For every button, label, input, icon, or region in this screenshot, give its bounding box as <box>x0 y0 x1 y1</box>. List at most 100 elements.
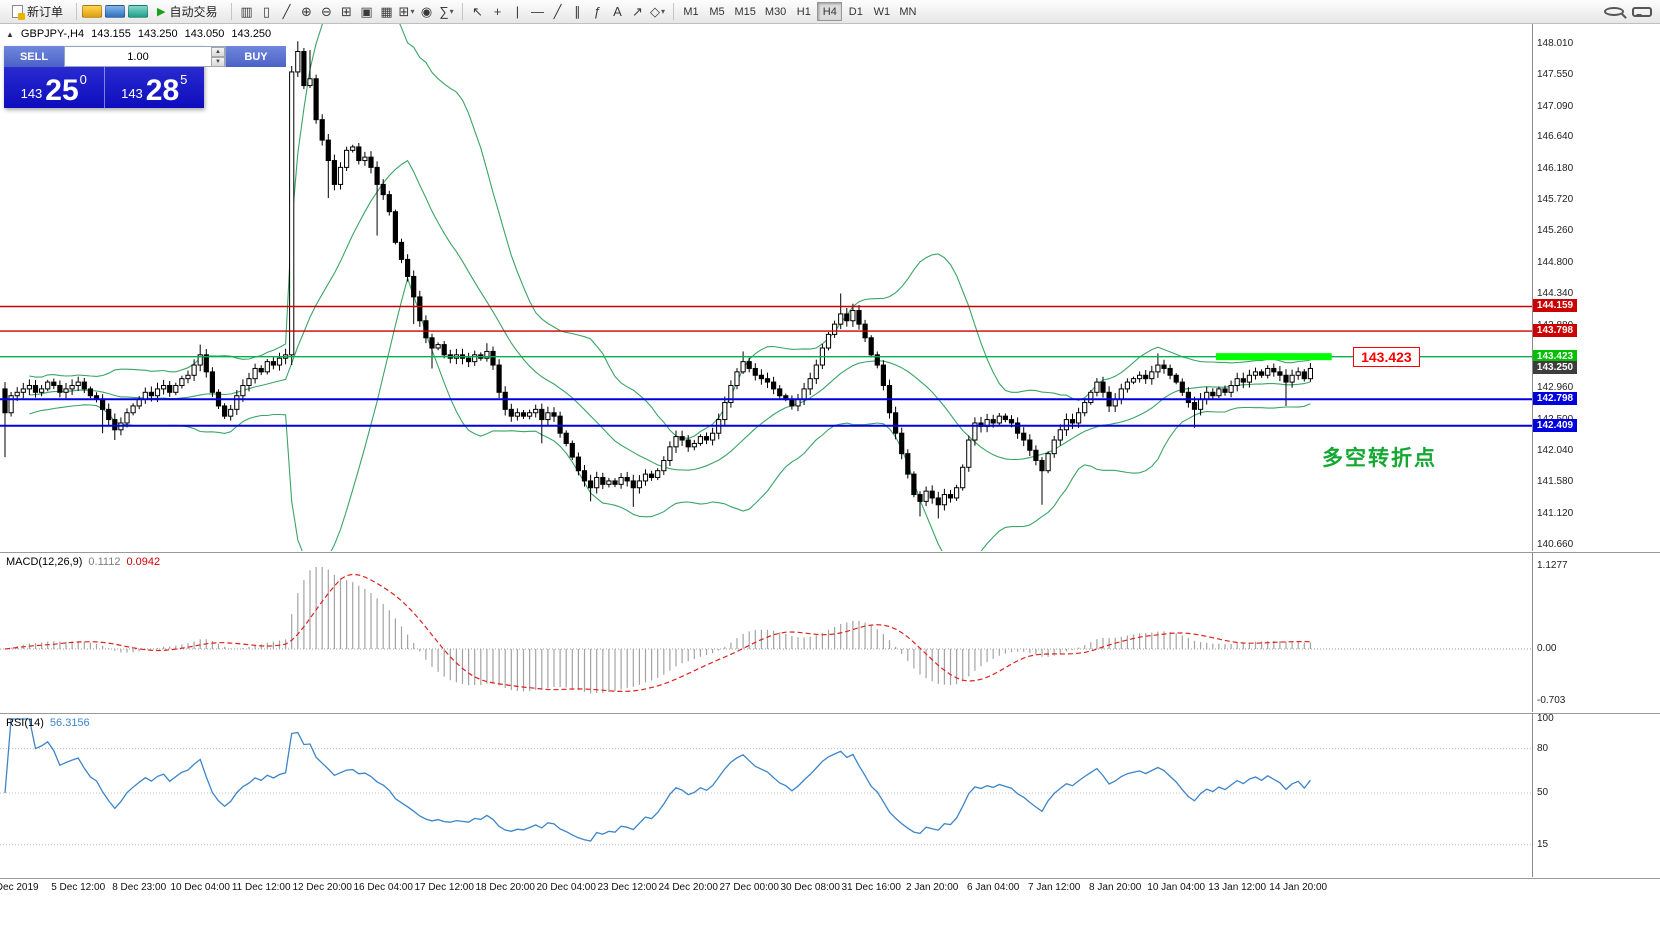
buy-price-button[interactable]: 143 28 5 <box>105 67 205 108</box>
indicators-icon[interactable]: ∑ ▾ <box>439 4 454 19</box>
axis-tick: 145.260 <box>1537 225 1574 237</box>
price-level-tag: 143.423 <box>1533 349 1577 363</box>
auto-arrange-icon[interactable]: ▣ <box>360 3 373 19</box>
candle-body <box>289 71 295 356</box>
candle-body <box>1057 429 1063 441</box>
buy-button[interactable]: BUY <box>226 46 286 67</box>
new-chart-icon[interactable]: ⊞ ▾ <box>398 3 415 19</box>
price-axis[interactable]: 148.010 147.550 147.090 146.640 146.180 145.7… <box>1532 24 1660 551</box>
fibonacci-icon[interactable]: ƒ <box>593 4 602 19</box>
tile-windows-icon[interactable]: ⊞ <box>341 3 352 19</box>
market-icon[interactable] <box>105 5 126 18</box>
candle-body <box>728 384 734 404</box>
candle-body <box>935 497 941 506</box>
autotrading-button[interactable]: ▶ 自动交易 <box>149 2 225 22</box>
candle-body <box>1021 432 1027 441</box>
volume-input[interactable] <box>65 47 211 66</box>
candle-body <box>1198 398 1204 410</box>
timeframe-m15[interactable]: M15 <box>731 2 760 21</box>
track-chart-icon[interactable]: ▦ <box>380 3 393 19</box>
timeframe-m5[interactable]: M5 <box>705 2 730 21</box>
time-axis-label: 23 Dec 12:00 <box>597 882 657 893</box>
macd-chart-surface[interactable] <box>0 553 1532 713</box>
time-axis[interactable]: Dec 2019 5 Dec 12:00 8 Dec 23:00 10 Dec 04:… <box>0 878 1660 896</box>
notifications-icon[interactable] <box>1632 6 1652 17</box>
candle-body <box>234 395 240 410</box>
volume-decrease-button[interactable]: ▼ <box>211 57 225 67</box>
bollinger-lower-band <box>29 276 1311 551</box>
candle-body <box>1008 419 1015 424</box>
trendline-icon[interactable]: ╱ <box>553 3 562 19</box>
rsi-axis[interactable]: 100 80 50 15 <box>1532 713 1660 877</box>
crosshair-icon[interactable]: + <box>493 4 502 19</box>
shapes-icon-dropdown[interactable]: ▾ <box>660 7 665 16</box>
candle-body <box>1100 381 1106 393</box>
rsi-value: 56.3156 <box>49 717 90 729</box>
candle-body <box>600 477 606 485</box>
candle-body <box>502 391 508 410</box>
rsi-chart-surface[interactable] <box>0 714 1532 878</box>
channel-icon[interactable]: ∥ <box>574 3 581 19</box>
axis-tick: 144.340 <box>1537 288 1574 300</box>
price-chart-surface[interactable] <box>0 24 1532 551</box>
candle-body <box>222 405 228 417</box>
time-axis-label: 8 Jan 20:00 <box>1089 882 1142 893</box>
new-order-button[interactable]: 新订单 <box>4 2 71 22</box>
time-axis-label: 5 Dec 12:00 <box>51 882 106 893</box>
candle-body <box>100 398 106 410</box>
shapes-icon[interactable]: ◇ ▾ <box>649 3 665 19</box>
candle-body <box>191 364 197 376</box>
horizontal-line-icon[interactable]: — <box>531 4 544 19</box>
zoom-out-icon[interactable]: ⊖ <box>321 3 332 19</box>
candle-body <box>1076 412 1082 424</box>
zoom-in-icon[interactable]: ⊕ <box>301 3 312 19</box>
indicators-icon-dropdown[interactable]: ▾ <box>449 7 454 16</box>
sell-button[interactable]: SELL <box>4 46 64 67</box>
candle-body <box>1045 453 1051 472</box>
community-icon[interactable] <box>128 5 149 18</box>
macd-axis[interactable]: 1.1277 0.00 -0.703 <box>1532 552 1660 712</box>
axis-tick: 50 <box>1537 787 1549 798</box>
price-level-callout: 143.423 <box>1353 346 1420 367</box>
candle-body <box>154 388 161 397</box>
cursor-icon[interactable]: ↖ <box>472 3 483 19</box>
line-chart-icon[interactable]: ╱ <box>282 3 291 19</box>
timeframe-h4[interactable]: H4 <box>817 2 843 21</box>
candle-body <box>1033 449 1039 461</box>
time-axis-label: 30 Dec 08:00 <box>780 882 840 893</box>
time-axis-label: 7 Jan 12:00 <box>1028 882 1081 893</box>
timeframe-w1[interactable]: W1 <box>869 2 894 21</box>
new-chart-icon-dropdown[interactable]: ▾ <box>410 7 415 16</box>
arrows-icon[interactable]: ↗ <box>632 3 643 19</box>
candle-body <box>1094 381 1100 393</box>
candle-body <box>1069 419 1076 424</box>
timeframe-d1[interactable]: D1 <box>843 2 868 21</box>
macd-value: 0.1112 <box>88 556 121 568</box>
axis-tick: 0.00 <box>1537 642 1557 654</box>
candle-body <box>1301 371 1307 380</box>
volume-increase-button[interactable]: ▲ <box>211 47 225 57</box>
search-icon[interactable] <box>1604 7 1624 16</box>
candle-body <box>1051 439 1057 455</box>
candlestick-chart-icon[interactable]: ▯ <box>262 3 271 19</box>
candle-body <box>856 310 862 325</box>
candle-body <box>246 378 252 386</box>
text-icon[interactable]: A <box>613 4 622 19</box>
candle-body <box>264 361 270 373</box>
metaeditor-icon[interactable] <box>82 5 103 18</box>
timeframe-mn[interactable]: MN <box>895 2 920 21</box>
macd-signal-value: 0.0942 <box>126 556 161 568</box>
axis-tick: 144.800 <box>1537 256 1574 268</box>
bar-chart-icon[interactable]: ▥ <box>240 3 253 19</box>
sell-price-button[interactable]: 143 25 0 <box>4 67 105 108</box>
candle-body <box>1063 419 1070 431</box>
timeframe-m30[interactable]: M30 <box>761 2 790 21</box>
timeframe-h1[interactable]: H1 <box>791 2 816 21</box>
time-axis-label: 31 Dec 16:00 <box>841 882 901 893</box>
profiles-icon[interactable]: ◉ <box>420 3 433 19</box>
candle-body <box>1283 374 1289 383</box>
candle-body <box>661 459 667 472</box>
timeframe-m1[interactable]: M1 <box>679 2 704 21</box>
autotrading-play-icon: ▶ <box>157 6 166 18</box>
vertical-line-icon[interactable]: | <box>515 4 520 19</box>
